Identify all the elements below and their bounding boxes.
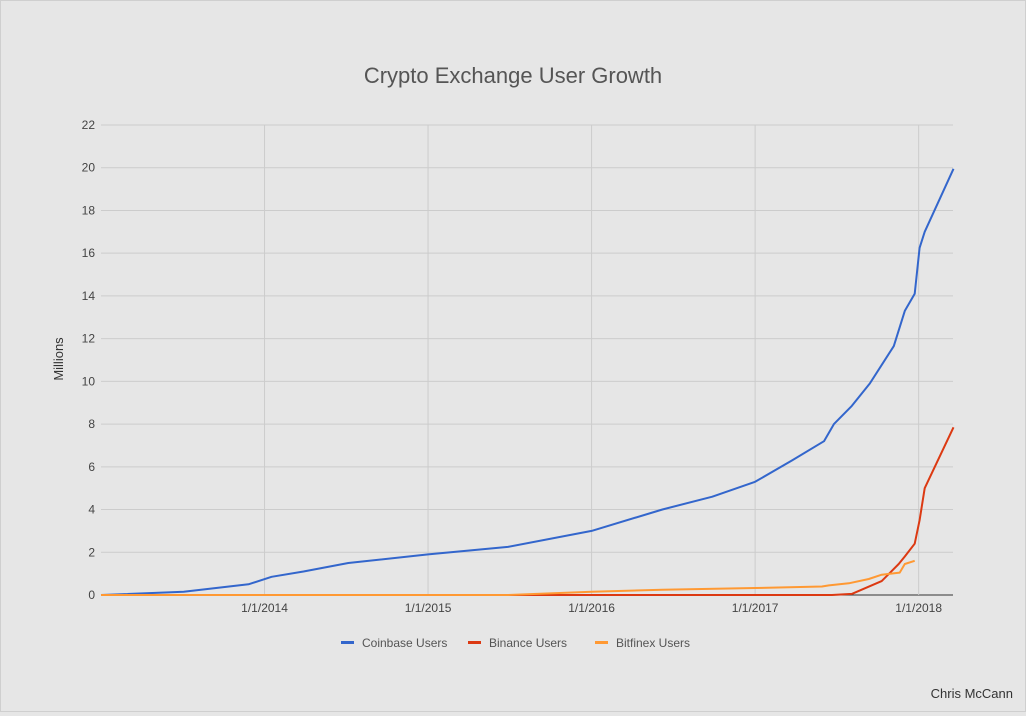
y-tick-label: 12 xyxy=(82,332,96,346)
legend-label: Coinbase Users xyxy=(362,636,447,650)
y-axis-label: Millions xyxy=(51,337,66,381)
x-tick-label: 1/1/2014 xyxy=(241,601,288,615)
legend-swatch xyxy=(468,641,481,644)
legend-label: Binance Users xyxy=(489,636,567,650)
legend-swatch xyxy=(341,641,354,644)
y-tick-label: 10 xyxy=(82,374,96,388)
y-tick-label: 16 xyxy=(82,246,96,260)
x-tick-label: 1/1/2018 xyxy=(895,601,942,615)
y-tick-labels: 0 2 4 6 8 10 12 14 16 18 20 22 xyxy=(82,118,96,602)
y-tick-label: 8 xyxy=(88,417,95,431)
y-tick-label: 14 xyxy=(82,289,96,303)
x-tick-label: 1/1/2017 xyxy=(732,601,779,615)
x-tick-label: 1/1/2015 xyxy=(405,601,452,615)
x-tick-label: 1/1/2016 xyxy=(568,601,615,615)
y-tick-label: 2 xyxy=(88,545,95,559)
series-line-binance-users xyxy=(101,426,955,596)
gridlines xyxy=(101,124,953,596)
y-tick-label: 20 xyxy=(82,161,96,175)
y-tick-label: 6 xyxy=(88,460,95,474)
y-tick-label: 4 xyxy=(88,503,95,517)
series-line-bitfinex-users xyxy=(101,559,916,596)
y-tick-label: 18 xyxy=(82,203,96,217)
series-line-coinbase-users xyxy=(100,168,955,596)
y-tick-label: 0 xyxy=(88,588,95,602)
author-credit: Chris McCann xyxy=(930,686,1013,701)
legend-label: Bitfinex Users xyxy=(616,636,690,650)
x-tick-labels: 1/1/2014 1/1/2015 1/1/2016 1/1/2017 1/1/2018 xyxy=(241,601,942,615)
chart-title: Crypto Exchange User Growth xyxy=(364,63,662,88)
series-lines xyxy=(100,168,955,596)
legend: Coinbase Users Binance Users Bitfinex User… xyxy=(341,636,690,650)
y-tick-label: 22 xyxy=(82,118,96,132)
legend-swatch xyxy=(595,641,608,644)
